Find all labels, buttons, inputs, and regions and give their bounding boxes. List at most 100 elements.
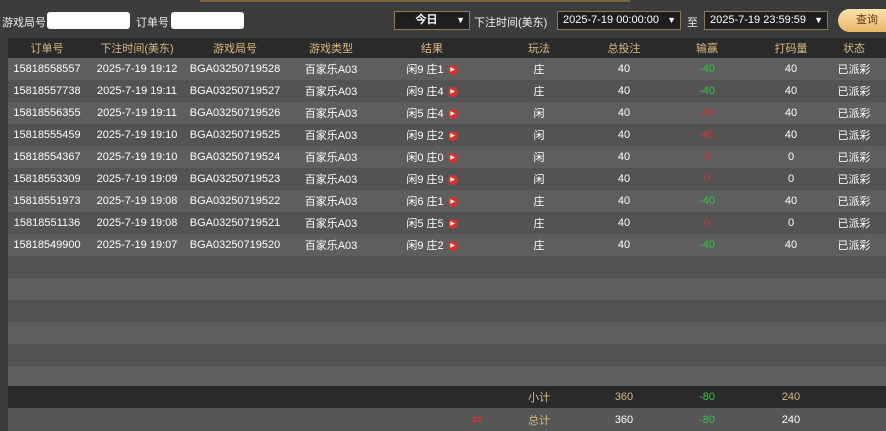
- cell-col-1: 2025-7-19 19:10: [86, 129, 188, 141]
- cell-text: 百家乐A03: [304, 240, 358, 252]
- cell-col-9: 已派彩: [822, 237, 886, 253]
- cell-col-6: 40: [594, 151, 654, 163]
- cell-col-4: 闲0 庄0 ▶: [380, 149, 484, 165]
- cell-text: 已派彩: [837, 86, 871, 98]
- cell-col-0: 15818558557: [8, 63, 86, 75]
- video-play-icon[interactable]: ▶: [447, 241, 458, 252]
- cell-text: 已派彩: [837, 218, 871, 230]
- table-row: 15818556355 2025-7-19 19:11 BGA03250719526…: [8, 102, 886, 124]
- cell-col-8: 0: [760, 217, 822, 229]
- cell-col-0: 15818557738: [8, 85, 86, 97]
- cell-text: 0: [703, 173, 711, 185]
- cell-text: 已派彩: [837, 240, 871, 252]
- period-select[interactable]: 今日 ▼: [394, 11, 470, 30]
- cell-text: 40: [617, 151, 631, 163]
- column-header: 总投注: [607, 43, 641, 55]
- cell-col-4: 闲9 庄4 ▶: [380, 83, 484, 99]
- video-play-icon[interactable]: ▶: [447, 131, 458, 142]
- cell-col-8: 40: [760, 239, 822, 251]
- cell-col-9: 已派彩: [822, 127, 886, 143]
- cell-text: 40: [617, 173, 631, 185]
- cell-text: -40: [699, 239, 715, 251]
- cell-text: 15818549900: [13, 239, 81, 251]
- cell-col-0: 15818555459: [8, 129, 86, 141]
- cell-text: 40: [617, 239, 631, 251]
- video-play-icon[interactable]: ▶: [447, 65, 458, 76]
- start-time-select[interactable]: 2025-7-19 00:00:00 ▼: [557, 11, 681, 30]
- cell-text: 闲0 庄0: [406, 152, 444, 164]
- video-play-icon[interactable]: ▶: [447, 175, 458, 186]
- cell-col-4: 闲6 庄1 ▶: [380, 193, 484, 209]
- table-row: 15818554367 2025-7-19 19:10 BGA03250719524…: [8, 146, 886, 168]
- cell-text: 40: [784, 107, 798, 119]
- cell-col-1: 2025-7-19 19:07: [86, 239, 188, 251]
- end-time-select[interactable]: 2025-7-19 23:59:59 ▼: [704, 11, 828, 30]
- column-header: 游戏类型: [309, 43, 353, 55]
- total-winloss: -80: [699, 413, 715, 426]
- cell-col-8: 40: [760, 63, 822, 75]
- cell-text: 闲5 庄4: [406, 108, 444, 120]
- column-header: 游戏局号: [213, 43, 257, 55]
- cell-text: 百家乐A03: [304, 218, 358, 230]
- cell-text: 40: [784, 239, 798, 251]
- cell-text: 闲9 庄2: [406, 240, 444, 252]
- cell-col-1: 2025-7-19 19:09: [86, 173, 188, 185]
- cell-text: 闲6 庄1: [406, 196, 444, 208]
- empty-row: [8, 300, 886, 322]
- table-row: 15818557738 2025-7-19 19:11 BGA03250719527…: [8, 80, 886, 102]
- video-play-icon[interactable]: ▶: [447, 109, 458, 120]
- order-input[interactable]: [171, 12, 244, 29]
- cell-text: 15818553309: [13, 173, 81, 185]
- cell-col-5: 庄: [484, 237, 594, 253]
- cell-col-0: 15818549900: [8, 239, 86, 251]
- cell-text: BGA03250719523: [189, 173, 281, 185]
- cell-col-2: BGA03250719525: [188, 129, 282, 141]
- cell-text: 40: [617, 63, 631, 75]
- cell-text: BGA03250719521: [189, 217, 281, 229]
- empty-row: [8, 278, 886, 300]
- cell-text: -40: [699, 85, 715, 97]
- cell-text: 已派彩: [837, 64, 871, 76]
- cell-col-1: 2025-7-19 19:08: [86, 195, 188, 207]
- cell-text: 庄: [533, 64, 545, 76]
- cell-col-8: 0: [760, 173, 822, 185]
- round-input[interactable]: [47, 12, 130, 29]
- cell-text: 闲9 庄1: [406, 64, 444, 76]
- cell-text: BGA03250719520: [189, 239, 281, 251]
- cell-text: 40: [617, 217, 631, 229]
- column-header: 订单号: [30, 43, 64, 55]
- cell-text: 40: [784, 63, 798, 75]
- video-play-icon[interactable]: ▶: [447, 87, 458, 98]
- top-accent-line: [200, 0, 630, 2]
- cell-text: 15818557738: [13, 85, 81, 97]
- cell-col-1: 2025-7-19 19:12: [86, 63, 188, 75]
- cell-col-7: 0: [654, 151, 760, 163]
- round-label: 游戏局号: [2, 17, 46, 29]
- cell-col-0: 15818553309: [8, 173, 86, 185]
- cell-col-8: 40: [760, 129, 822, 141]
- total-bet: 360: [614, 413, 634, 426]
- column-header: 打码量: [774, 43, 808, 55]
- video-play-icon[interactable]: ▶: [447, 153, 458, 164]
- video-play-icon[interactable]: ▶: [447, 219, 458, 230]
- cell-col-5: 闲: [484, 149, 594, 165]
- table-row: 15818558557 2025-7-19 19:12 BGA03250719528…: [8, 58, 886, 80]
- cell-text: 2025-7-19 19:11: [97, 107, 177, 119]
- query-button[interactable]: 查询: [838, 9, 886, 32]
- cell-col-3: 百家乐A03: [282, 237, 380, 253]
- subtotal-row: 小计 360 -80 240: [8, 386, 886, 408]
- cell-col-8: 40: [760, 195, 822, 207]
- cell-col-7: 40: [654, 107, 760, 119]
- swap-arrows-icon[interactable]: ⇄: [471, 413, 482, 426]
- column-header: 状态: [843, 43, 865, 55]
- cell-col-9: 已派彩: [822, 149, 886, 165]
- cell-text: 闲9 庄2: [406, 130, 444, 142]
- cell-col-9: 已派彩: [822, 83, 886, 99]
- cell-text: 40: [784, 195, 798, 207]
- empty-row: [8, 344, 886, 366]
- cell-col-8: 40: [760, 85, 822, 97]
- cell-text: 闲: [533, 108, 545, 120]
- video-play-icon[interactable]: ▶: [447, 197, 458, 208]
- triangle-down-icon: ▼: [456, 15, 465, 25]
- cell-text: 百家乐A03: [304, 174, 358, 186]
